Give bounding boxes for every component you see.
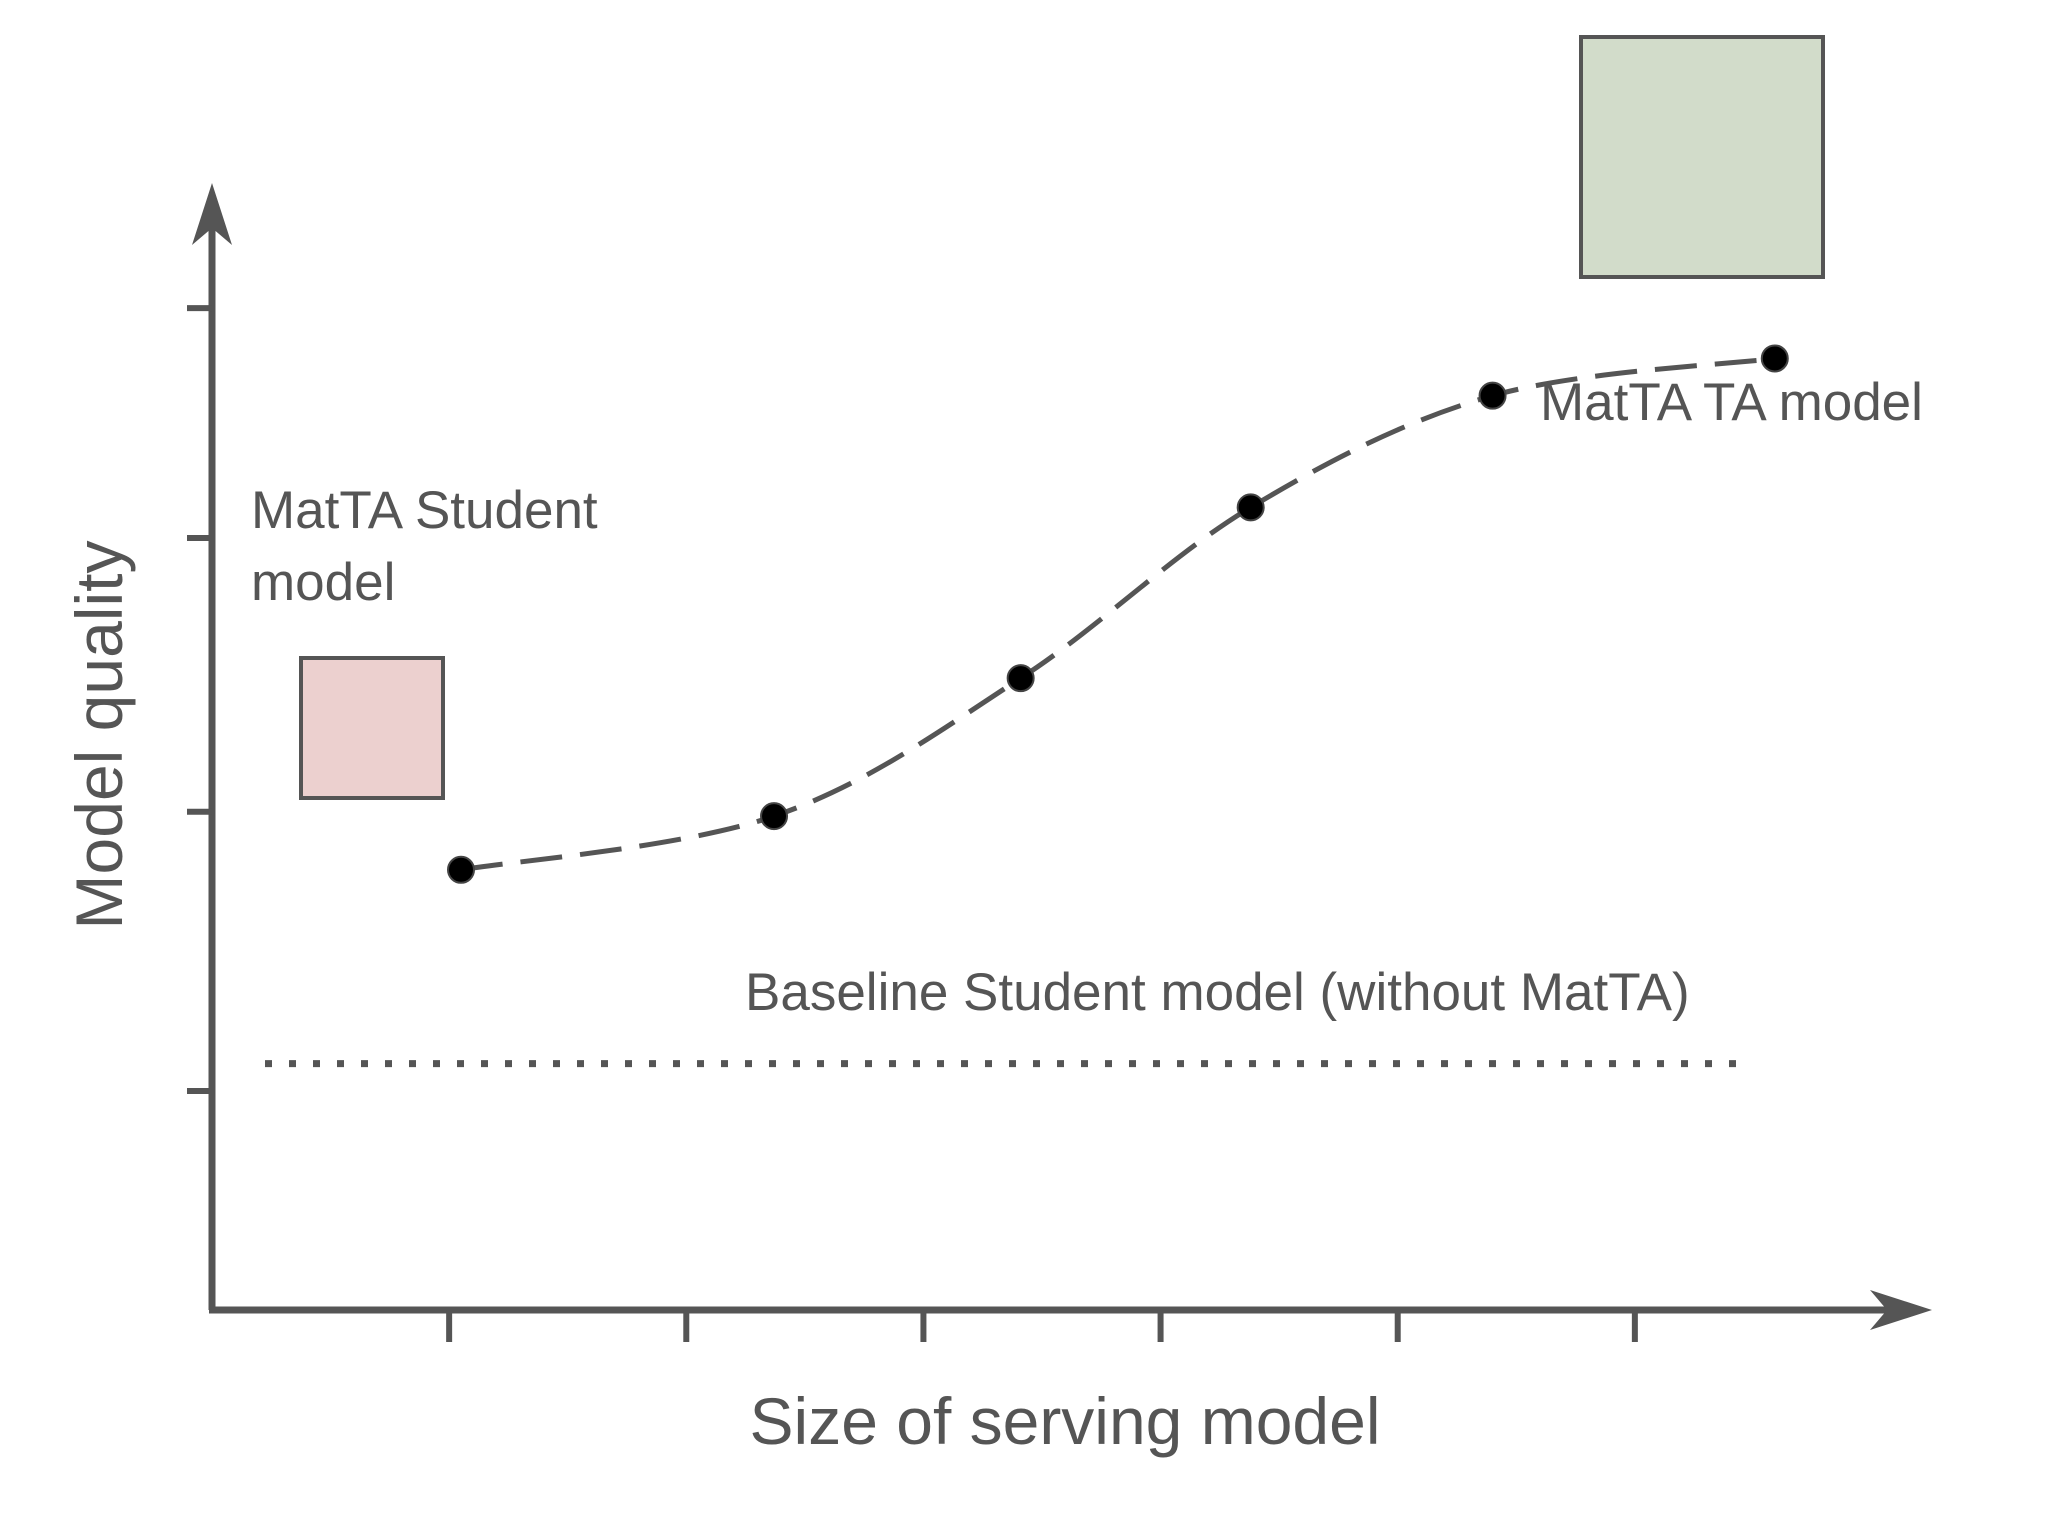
y-axis-arrowhead <box>192 183 232 245</box>
y-ticks <box>187 305 212 1094</box>
x-ticks <box>446 1310 1638 1342</box>
data-point-1 <box>447 855 475 884</box>
y-axis-title: Model quality <box>62 541 136 930</box>
student-label-line2: model <box>251 553 395 612</box>
student-model-box <box>299 656 445 800</box>
data-point-2 <box>760 802 789 831</box>
ta-model-box <box>1579 35 1825 279</box>
axes <box>192 183 1932 1330</box>
series-dashed-line <box>460 355 1776 873</box>
data-point-5 <box>1478 381 1507 410</box>
series-points <box>447 344 1789 884</box>
x-axis-title: Size of serving model <box>750 1384 1381 1458</box>
ta-label: MatTA TA model <box>1540 373 1923 432</box>
student-label-line1: MatTA Student <box>251 481 598 540</box>
data-point-4 <box>1236 493 1265 522</box>
baseline-label: Baseline Student model (without MatTA) <box>745 963 1690 1022</box>
x-axis-arrowhead <box>1870 1290 1932 1330</box>
data-point-3 <box>1006 664 1035 693</box>
data-point-6 <box>1760 344 1789 373</box>
